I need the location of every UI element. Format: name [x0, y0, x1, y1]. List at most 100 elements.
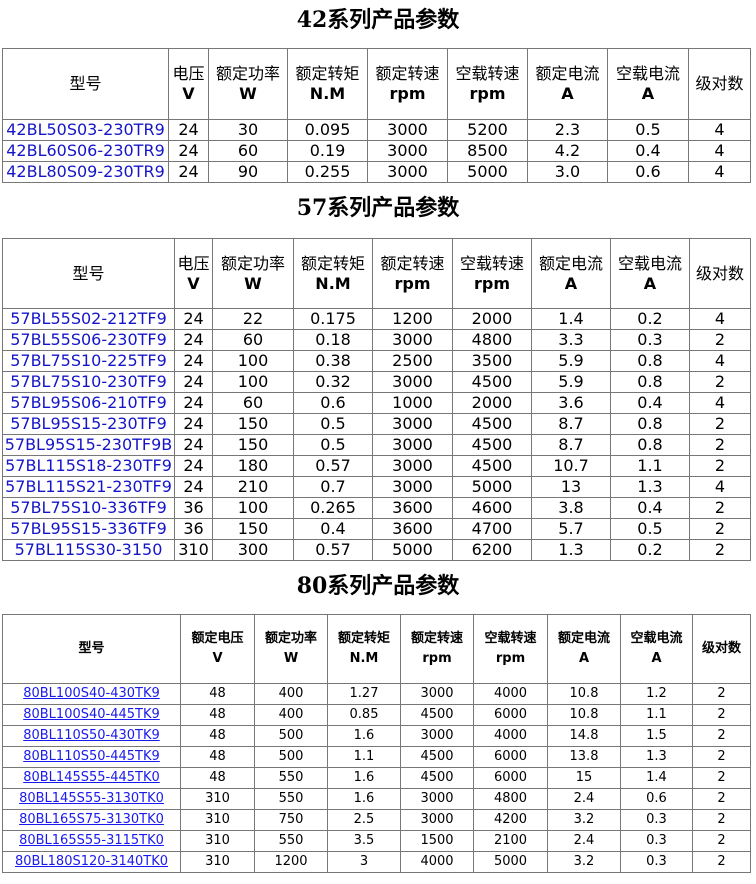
table-cell: 0.6: [607, 161, 689, 183]
table-cell: 1.3: [531, 539, 611, 561]
table-cell: 0.2: [610, 308, 690, 330]
table-cell: 48: [180, 746, 255, 768]
table-row: 57BL95S15-230TF9B 24 150 0.5 3000 4500 8.7 0.8 2: [2, 434, 751, 456]
model-link[interactable]: 57BL95S15-230TF9: [2, 413, 175, 435]
column-header-unit: W: [239, 84, 257, 103]
model-link[interactable]: 80BL145S55-445TK0: [2, 767, 181, 789]
table-cell: 2: [689, 413, 751, 435]
column-header-unit: N.M: [309, 84, 346, 103]
table-cell: 1.27: [327, 683, 401, 705]
model-link[interactable]: 42BL60S06-230TR9: [2, 140, 169, 162]
table-cell: 24: [174, 413, 213, 435]
column-header: 额定转矩 N.M: [293, 238, 373, 309]
model-link[interactable]: 80BL165S55-3115TK0: [2, 830, 181, 852]
table-cell: 5200: [447, 119, 528, 141]
table-row: 57BL95S15-336TF9 36 150 0.4 3600 4700 5.7 0.5 2: [2, 518, 751, 540]
table-cell: 3000: [367, 119, 448, 141]
table-row: 57BL75S10-225TF9 24 100 0.38 2500 3500 5.9 0.8 4: [2, 350, 751, 372]
table-cell: 4: [688, 119, 751, 141]
column-header: 空载电流 A: [607, 48, 689, 120]
model-link[interactable]: 57BL55S06-230TF9: [2, 329, 175, 351]
model-link[interactable]: 57BL75S10-225TF9: [2, 350, 175, 372]
table-cell: 0.3: [620, 851, 693, 873]
table-row: 57BL55S02-212TF9 24 22 0.175 1200 2000 1.4 0.2 4: [2, 308, 751, 330]
model-link[interactable]: 80BL110S50-430TK9: [2, 725, 181, 747]
table-cell: 4000: [400, 851, 474, 873]
table-row: 80BL110S50-430TK9 48 500 1.6 3000 4000 14.8 1.5…: [2, 725, 751, 747]
model-link[interactable]: 57BL115S30-3150: [2, 539, 175, 561]
table-cell: 750: [254, 809, 328, 831]
table-cell: 0.5: [293, 434, 373, 456]
column-header-label: 额定转速: [380, 253, 445, 273]
model-link[interactable]: 80BL180S120-3140TK0: [2, 851, 181, 873]
table-cell: 0.3: [610, 329, 690, 351]
column-header-label: 空载转速: [455, 64, 520, 83]
model-link[interactable]: 57BL75S10-336TF9: [2, 497, 175, 519]
table-cell: 2.5: [327, 809, 401, 831]
table-cell: 36: [174, 497, 213, 519]
table-cell: 1.3: [620, 746, 693, 768]
column-header-unit: A: [578, 651, 590, 666]
column-header: 额定转速 rpm: [372, 238, 453, 309]
table-cell: 5000: [473, 851, 548, 873]
table-cell: 4: [689, 392, 751, 414]
model-link[interactable]: 57BL75S10-230TF9: [2, 371, 175, 393]
model-link[interactable]: 57BL115S18-230TF9: [2, 455, 175, 477]
table-cell: 8.7: [531, 434, 611, 456]
model-link[interactable]: 57BL95S06-210TF9: [2, 392, 175, 414]
table-cell: 13.8: [547, 746, 621, 768]
table-cell: 2500: [372, 350, 453, 372]
model-link[interactable]: 80BL110S50-445TK9: [2, 746, 181, 768]
table-cell: 3.2: [547, 851, 621, 873]
table-cell: 2: [692, 788, 751, 810]
table-cell: 2.4: [547, 788, 621, 810]
column-header: 型号: [2, 614, 181, 684]
model-link[interactable]: 80BL145S55-3130TK0: [2, 788, 181, 810]
table-cell: 4: [688, 161, 751, 183]
table-cell: 5.9: [531, 371, 611, 393]
table-cell: 48: [180, 704, 255, 726]
column-header: 级对数: [689, 238, 751, 309]
model-link[interactable]: 57BL95S15-336TF9: [2, 518, 175, 540]
table-cell: 4: [688, 140, 751, 162]
table-cell: 13: [531, 476, 611, 498]
table-cell: 0.8: [610, 371, 690, 393]
table-row: 80BL145S55-445TK0 48 550 1.6 4500 6000 15 1.4 2: [2, 767, 751, 789]
column-header: 额定功率 W: [208, 48, 288, 120]
table-row: 57BL55S06-230TF9 24 60 0.18 3000 4800 3.3 0.3 2: [2, 329, 751, 351]
series-80-title: 80系列产品参数: [296, 573, 460, 599]
table-cell: 5000: [447, 161, 528, 183]
model-link[interactable]: 42BL80S09-230TR9: [2, 161, 169, 183]
model-link[interactable]: 42BL50S03-230TR9: [2, 119, 169, 141]
table-cell: 300: [212, 539, 294, 561]
table-cell: 3000: [400, 809, 474, 831]
model-link[interactable]: 80BL100S40-445TK9: [2, 704, 181, 726]
model-link[interactable]: 57BL115S21-230TF9: [2, 476, 175, 498]
table-cell: 2: [689, 518, 751, 540]
table-cell: 0.5: [293, 413, 373, 435]
table-cell: 6000: [473, 704, 548, 726]
table-cell: 550: [254, 830, 328, 852]
model-link[interactable]: 57BL55S02-212TF9: [2, 308, 175, 330]
model-link[interactable]: 80BL100S40-430TK9: [2, 683, 181, 705]
table-cell: 0.3: [620, 809, 693, 831]
column-header-label: 额定转矩: [337, 631, 390, 646]
table-cell: 24: [174, 434, 213, 456]
table-cell: 310: [180, 830, 255, 852]
table-cell: 4: [689, 476, 751, 498]
table-cell: 0.38: [293, 350, 373, 372]
table-cell: 2: [692, 704, 751, 726]
table-row: 80BL165S75-3130TK0 310 750 2.5 3000 4200 3.2 0.…: [2, 809, 751, 831]
model-link[interactable]: 57BL95S15-230TF9B: [2, 434, 175, 456]
column-header: 额定转速 rpm: [400, 614, 474, 684]
table-cell: 2: [692, 746, 751, 768]
table-cell: 1.4: [531, 308, 611, 330]
column-header-unit: N.M: [315, 273, 351, 293]
table-cell: 1.2: [620, 683, 693, 705]
table-cell: 0.175: [293, 308, 373, 330]
model-link[interactable]: 80BL165S75-3130TK0: [2, 809, 181, 831]
table-row: 57BL75S10-230TF9 24 100 0.32 3000 4500 5.9 0.8 2: [2, 371, 751, 393]
table-cell: 0.4: [610, 497, 690, 519]
column-header: 空载转速 rpm: [447, 48, 528, 120]
table-cell: 4500: [452, 434, 532, 456]
